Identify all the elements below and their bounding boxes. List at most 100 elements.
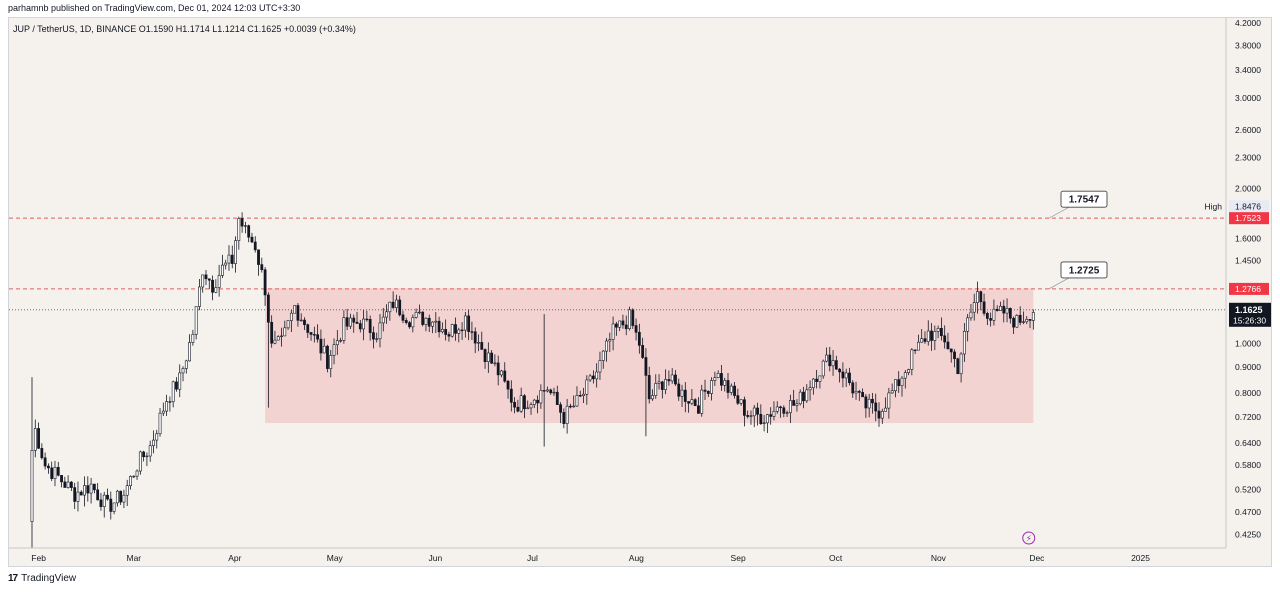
- candle-body: [312, 334, 316, 336]
- candle: [857, 389, 861, 401]
- candle: [398, 295, 402, 317]
- candle: [930, 323, 933, 351]
- candle: [335, 330, 339, 355]
- candle-body: [234, 240, 237, 264]
- candle: [490, 350, 494, 364]
- candle: [726, 373, 730, 399]
- candle: [828, 346, 832, 372]
- candle: [109, 491, 113, 520]
- candle: [309, 332, 313, 341]
- candle: [667, 370, 671, 386]
- candle: [657, 374, 661, 390]
- candle-body: [240, 218, 244, 227]
- candle: [542, 314, 546, 447]
- candle-body: [109, 498, 113, 512]
- candle: [861, 388, 864, 398]
- candle-body: [477, 342, 480, 344]
- candle: [1025, 316, 1029, 325]
- candle: [608, 332, 612, 353]
- candle-body: [900, 377, 904, 386]
- candle-body: [414, 311, 418, 318]
- candle: [779, 405, 782, 418]
- chart-area[interactable]: 1.7547 1.2725 ⚡ 4.2000 3.8000 3.4000 3.0000 2.…: [8, 17, 1272, 567]
- candle: [697, 397, 700, 414]
- candle-body: [204, 274, 208, 280]
- candle-body: [73, 487, 77, 502]
- candle-body: [930, 330, 933, 341]
- candle: [956, 357, 960, 375]
- candle-body: [710, 380, 713, 394]
- candle-body: [332, 344, 336, 356]
- candle: [247, 224, 251, 243]
- candle-body: [447, 334, 451, 337]
- candle-body: [788, 400, 792, 413]
- y-tick-label: 4.2000: [1235, 18, 1261, 28]
- price-chart[interactable]: 1.7547 1.2725 ⚡ 4.2000 3.8000 3.4000 3.0000 2.…: [9, 18, 1272, 567]
- y-tick-label: 1.4500: [1235, 255, 1261, 265]
- candle: [585, 375, 589, 405]
- candle-body: [864, 396, 868, 409]
- candle-body: [555, 391, 559, 405]
- y-tick-label: 3.0000: [1235, 93, 1261, 103]
- candle-body: [408, 322, 411, 328]
- candle: [355, 311, 359, 324]
- candle: [198, 279, 201, 311]
- candle-body: [861, 392, 864, 398]
- candle: [385, 304, 388, 324]
- candle-body: [743, 399, 746, 416]
- candle-body: [411, 317, 415, 328]
- candle: [808, 380, 812, 401]
- candle: [63, 476, 67, 488]
- candle: [79, 490, 83, 496]
- candle: [221, 254, 224, 278]
- candle-body: [142, 451, 146, 458]
- candle: [129, 475, 132, 490]
- candle: [1012, 316, 1016, 334]
- tradingview-brand: TradingView: [21, 573, 77, 584]
- candle-body: [381, 316, 385, 324]
- candle-body: [851, 382, 855, 394]
- candle: [999, 301, 1002, 311]
- candle-body: [148, 445, 152, 457]
- candle: [33, 419, 37, 458]
- candle: [700, 384, 704, 417]
- candle-body: [621, 320, 625, 326]
- candle-body: [385, 311, 388, 318]
- x-tick-label: Aug: [629, 553, 644, 563]
- candle-body: [280, 335, 283, 338]
- level-badge-text: 1.2766: [1235, 284, 1261, 294]
- candle: [660, 380, 664, 399]
- candle: [795, 399, 799, 412]
- candle-body: [956, 358, 960, 375]
- candle: [775, 401, 779, 414]
- candle: [713, 371, 717, 387]
- candle: [102, 491, 106, 518]
- candle: [546, 386, 549, 393]
- candle-body: [33, 428, 37, 451]
- candle-body: [536, 399, 539, 404]
- y-tick-label: 0.4700: [1235, 507, 1261, 517]
- candle-body: [40, 448, 44, 459]
- candle: [569, 403, 572, 409]
- candle: [1005, 298, 1009, 323]
- candle: [509, 380, 513, 412]
- candle: [76, 481, 80, 512]
- candle-body: [562, 412, 566, 424]
- y-tick-label: 1.6000: [1235, 233, 1261, 243]
- candle: [194, 306, 198, 340]
- candle: [289, 309, 293, 332]
- candle-body: [772, 410, 776, 417]
- candle-body: [368, 319, 372, 333]
- candle-body: [506, 380, 510, 390]
- candle-body: [683, 389, 687, 402]
- candle-body: [825, 354, 828, 362]
- candle: [851, 380, 855, 398]
- candle: [601, 350, 605, 369]
- candle: [171, 380, 175, 408]
- candle: [720, 365, 723, 391]
- tradingview-footer[interactable]: 17 TradingView: [8, 573, 76, 584]
- candle: [349, 313, 352, 330]
- candle: [427, 314, 431, 333]
- candle: [421, 311, 425, 327]
- candle-body: [486, 352, 490, 362]
